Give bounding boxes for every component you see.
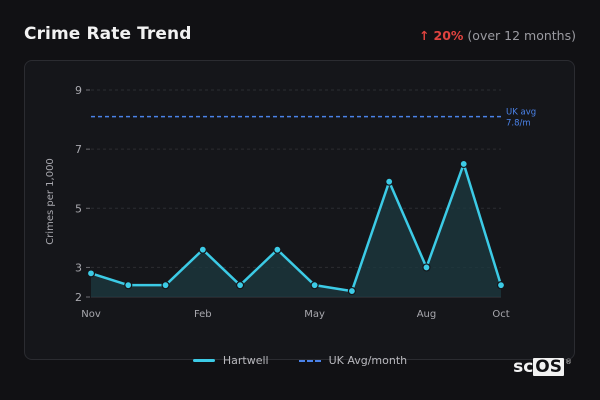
y-tick-label: 9 xyxy=(75,84,82,97)
legend-swatch-dashed xyxy=(298,359,321,362)
chart-card xyxy=(24,60,575,360)
series-area xyxy=(91,163,501,297)
legend-label-hartwell: Hartwell xyxy=(222,354,269,367)
data-point xyxy=(310,281,319,290)
data-point xyxy=(124,281,133,290)
uk-avg-label: UK avg xyxy=(506,108,536,118)
data-point xyxy=(496,281,506,290)
data-point xyxy=(161,281,170,290)
y-tick-label: 5 xyxy=(75,202,82,215)
y-tick-label: 2 xyxy=(75,291,82,304)
logo-registered: ® xyxy=(565,358,572,366)
x-tick-label: Aug xyxy=(417,309,437,320)
data-point xyxy=(347,286,357,296)
uk-avg-value-label: 7.8/m xyxy=(506,119,531,129)
logo-sc: sc xyxy=(513,357,534,377)
series-line-hartwell xyxy=(90,162,503,293)
up-arrow-icon: ↑ xyxy=(419,28,430,43)
y-tick-label: 3 xyxy=(75,261,82,274)
change-percent: 20% xyxy=(433,28,464,43)
logo-os: OS xyxy=(533,357,564,377)
x-tick-label: Nov xyxy=(81,309,101,320)
x-tick-label: Oct xyxy=(492,309,509,320)
data-point xyxy=(273,245,282,254)
legend-label-uk-avg: UK Avg/month xyxy=(328,354,408,367)
y-tick-label: 7 xyxy=(75,143,82,156)
chart-legend: Hartwell UK Avg/month xyxy=(0,354,600,367)
data-point xyxy=(422,263,431,272)
data-point xyxy=(459,159,468,169)
legend-item-hartwell[interactable]: Hartwell xyxy=(192,354,269,367)
data-point xyxy=(198,245,207,254)
data-point xyxy=(385,177,394,186)
change-indicator: ↑ 20% (over 12 months) xyxy=(419,28,576,43)
legend-item-uk-avg[interactable]: UK Avg/month xyxy=(298,354,408,367)
data-point xyxy=(86,269,96,278)
change-period: (over 12 months) xyxy=(467,28,576,43)
x-tick-label: May xyxy=(304,309,325,320)
scos-logo: sc OS ® xyxy=(513,358,572,376)
page-title: Crime Rate Trend xyxy=(24,24,192,44)
legend-swatch-solid xyxy=(192,359,215,362)
x-tick-label: Feb xyxy=(194,309,212,320)
data-point xyxy=(235,281,245,290)
y-axis-label: Crimes per 1,000 xyxy=(45,158,56,245)
